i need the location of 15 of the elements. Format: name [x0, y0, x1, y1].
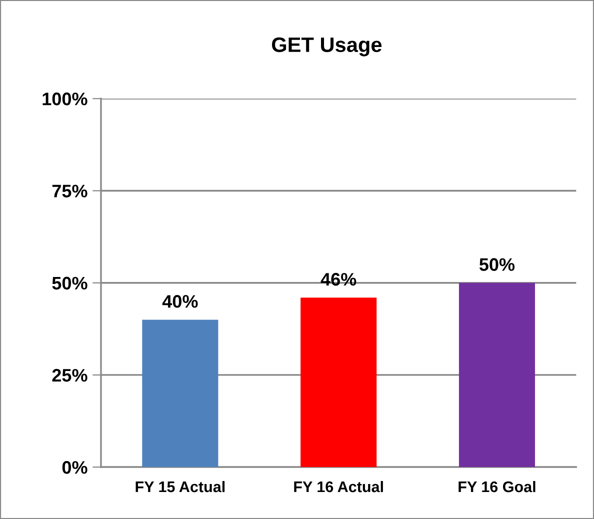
- data-label: 50%: [479, 258, 515, 271]
- chart-title: GET Usage: [272, 37, 382, 56]
- x-tick-label: FY 15 Actual: [136, 480, 225, 492]
- data-label: 40%: [162, 295, 198, 308]
- x-tick-label: FY 16 Actual: [294, 480, 383, 492]
- y-tick-label: 100%: [42, 92, 88, 106]
- bar: [458, 282, 535, 468]
- x-tick-label: FY 16 Goal: [458, 480, 536, 492]
- y-tick-label: 50%: [52, 276, 88, 290]
- y-tick-label: 75%: [52, 184, 88, 198]
- y-tick-label: 25%: [52, 368, 88, 382]
- bar: [300, 298, 377, 468]
- bar: [142, 320, 218, 468]
- data-label: 46%: [320, 272, 356, 286]
- y-tick-label: 0%: [62, 461, 88, 474]
